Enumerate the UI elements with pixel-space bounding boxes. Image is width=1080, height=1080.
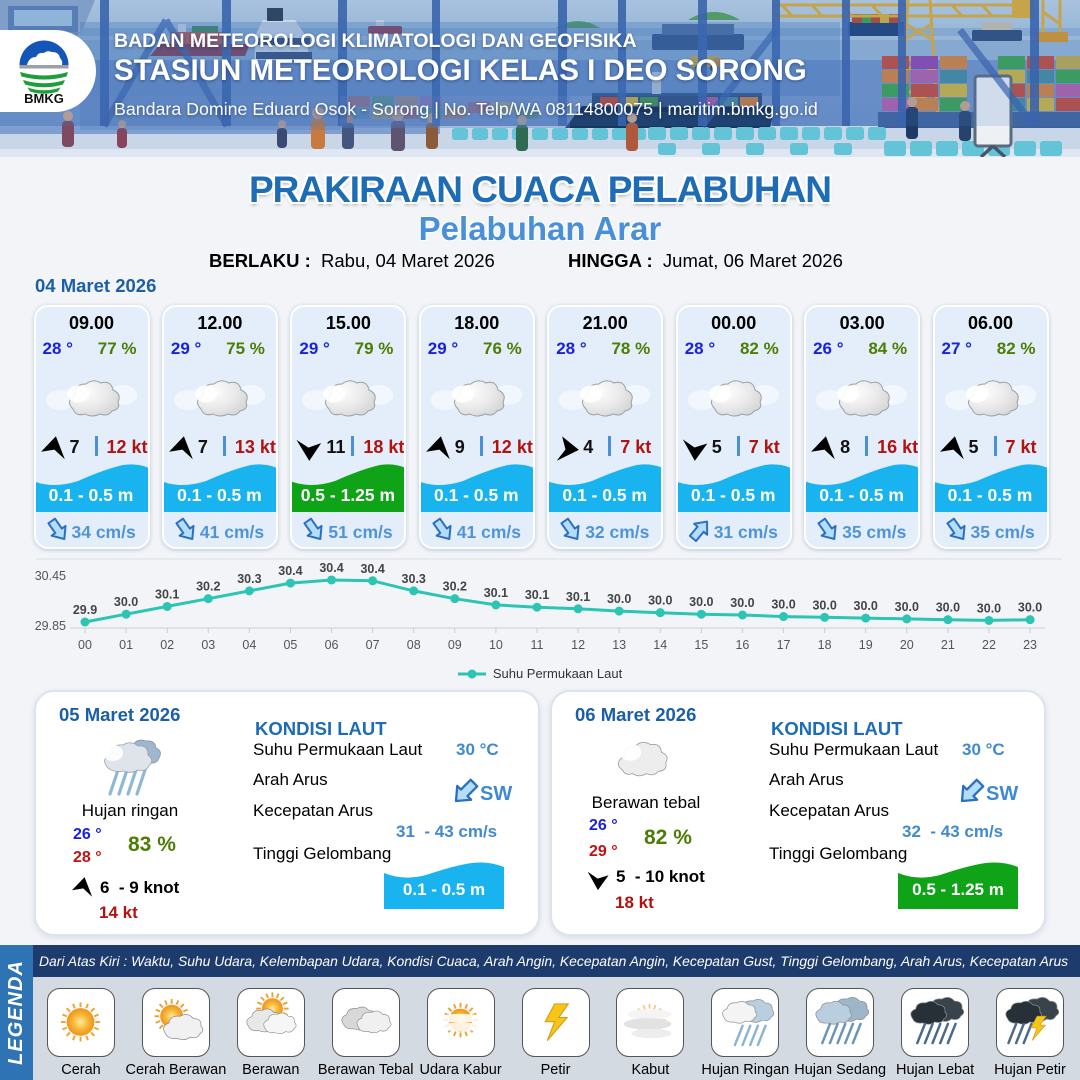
svg-text:30.4: 30.4 — [360, 562, 384, 576]
svg-text:30.0: 30.0 — [730, 596, 754, 610]
svg-text:30.1: 30.1 — [566, 590, 590, 604]
svg-text:16: 16 — [735, 638, 749, 652]
svg-text:20: 20 — [900, 638, 914, 652]
svg-text:30.0: 30.0 — [114, 595, 138, 609]
svg-text:30.45: 30.45 — [35, 569, 66, 583]
svg-text:30.0: 30.0 — [771, 598, 795, 612]
svg-text:30.0: 30.0 — [977, 601, 1001, 615]
svg-text:30.2: 30.2 — [443, 580, 467, 594]
svg-text:09: 09 — [448, 638, 462, 652]
svg-text:30.1: 30.1 — [155, 587, 179, 601]
svg-text:12: 12 — [571, 638, 585, 652]
svg-text:30.0: 30.0 — [812, 598, 836, 612]
svg-text:29.9: 29.9 — [73, 603, 97, 617]
svg-text:07: 07 — [366, 638, 380, 652]
svg-text:10: 10 — [489, 638, 503, 652]
svg-text:30.0: 30.0 — [895, 600, 919, 614]
svg-text:04: 04 — [242, 638, 256, 652]
svg-text:02: 02 — [160, 638, 174, 652]
svg-text:30.0: 30.0 — [607, 592, 631, 606]
svg-text:22: 22 — [982, 638, 996, 652]
svg-text:30.2: 30.2 — [196, 580, 220, 594]
svg-text:13: 13 — [612, 638, 626, 652]
svg-text:08: 08 — [407, 638, 421, 652]
svg-text:14: 14 — [653, 638, 667, 652]
svg-text:06: 06 — [325, 638, 339, 652]
svg-text:BMKG: BMKG — [24, 91, 64, 106]
svg-text:30.0: 30.0 — [854, 599, 878, 613]
svg-text:30.1: 30.1 — [484, 586, 508, 600]
svg-text:15: 15 — [694, 638, 708, 652]
svg-text:00: 00 — [78, 638, 92, 652]
svg-text:11: 11 — [530, 638, 543, 652]
svg-text:30.0: 30.0 — [936, 601, 960, 615]
svg-text:17: 17 — [777, 638, 791, 652]
svg-text:30.0: 30.0 — [1018, 601, 1042, 615]
svg-text:30.0: 30.0 — [689, 595, 713, 609]
svg-text:30.4: 30.4 — [278, 564, 302, 578]
svg-text:30.3: 30.3 — [402, 572, 426, 586]
svg-text:23: 23 — [1023, 638, 1037, 652]
svg-text:03: 03 — [201, 638, 215, 652]
svg-text:29.85: 29.85 — [35, 619, 66, 633]
svg-text:19: 19 — [859, 638, 873, 652]
svg-text:30.1: 30.1 — [525, 588, 549, 602]
svg-text:30.3: 30.3 — [237, 572, 261, 586]
svg-text:18: 18 — [818, 638, 832, 652]
svg-text:05: 05 — [283, 638, 297, 652]
svg-text:01: 01 — [119, 638, 133, 652]
svg-text:30.0: 30.0 — [648, 594, 672, 608]
svg-text:21: 21 — [941, 638, 955, 652]
svg-text:30.4: 30.4 — [319, 561, 343, 575]
